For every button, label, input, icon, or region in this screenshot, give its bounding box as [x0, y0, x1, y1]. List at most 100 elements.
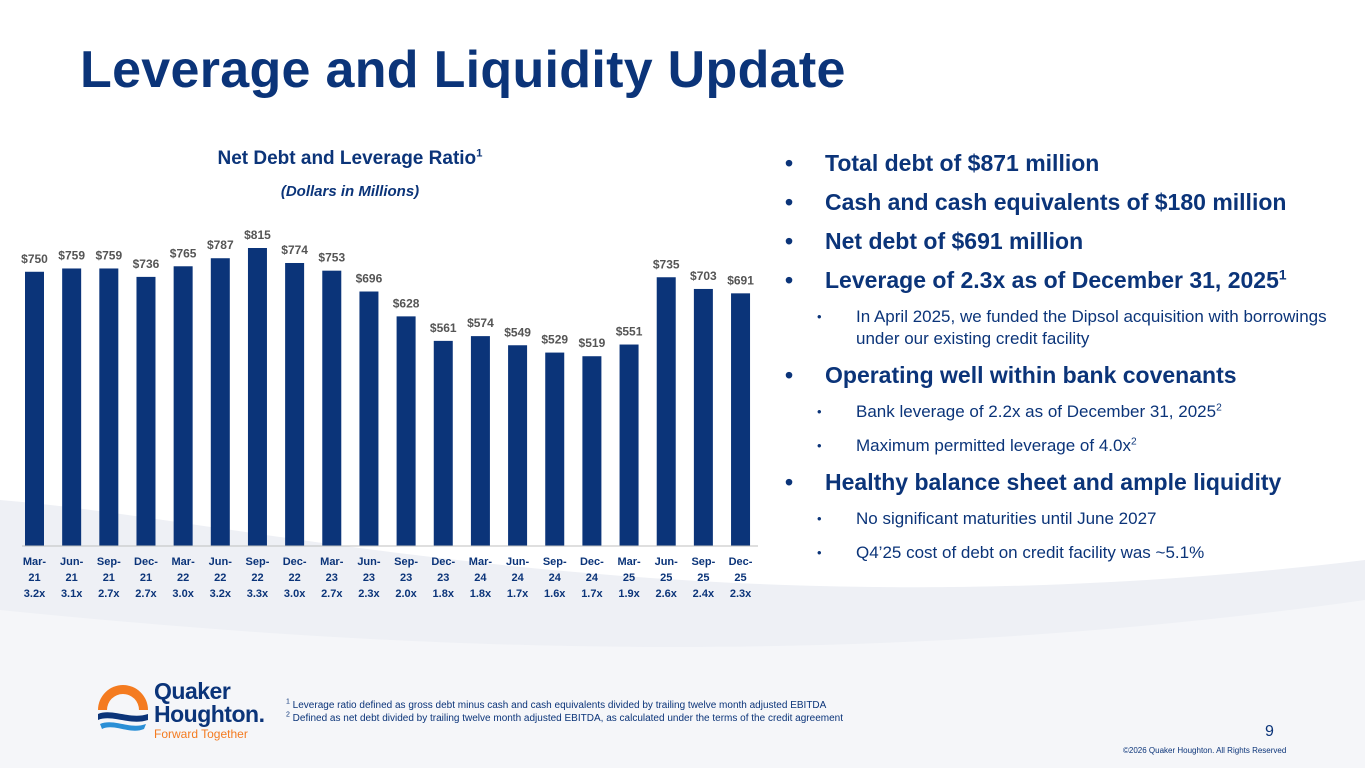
x-tick-label: Dec-	[431, 556, 455, 568]
x-tick-label: 24	[474, 572, 487, 584]
footnote-1: 1 Leverage ratio defined as gross debt m…	[286, 698, 827, 711]
x-tick-label: 24	[586, 572, 599, 584]
x-tick-label: 25	[734, 572, 746, 584]
leverage-ratio-label: 3.0x	[284, 588, 306, 600]
bar	[619, 344, 639, 546]
bar	[136, 276, 156, 546]
x-tick-label: Dec-	[283, 556, 307, 568]
sub-bullet-item: Bank leverage of 2.2x as of December 31,…	[785, 401, 1360, 423]
net-debt-bar-chart: $750 Mar- 21 3.2x $759 Jun- 21 3.1x $759 Sep- 21 2.…	[21, 228, 758, 600]
bar-value-label: $703	[690, 269, 717, 283]
logo-wordmark-line2: Houghton.	[154, 701, 265, 727]
x-tick-label: Sep-	[246, 556, 270, 568]
leverage-ratio-label: 3.1x	[61, 588, 83, 600]
x-tick-label: Mar-	[469, 556, 493, 568]
page-number: 9	[1265, 723, 1274, 740]
bar	[656, 277, 676, 546]
chart-title-text: Net Debt and Leverage Ratio	[217, 148, 477, 169]
bar-value-label: $759	[95, 248, 122, 262]
logo-tagline: Forward Together	[154, 727, 248, 741]
x-tick-label: 21	[66, 572, 78, 584]
bar	[210, 258, 230, 546]
x-tick-label: 21	[140, 572, 152, 584]
bar-value-label: $815	[244, 228, 271, 242]
bar-value-label: $628	[393, 296, 420, 310]
x-tick-label: Dec-	[729, 556, 753, 568]
x-tick-label: 22	[214, 572, 226, 584]
bar	[25, 271, 44, 546]
bar-value-label: $736	[133, 257, 160, 271]
bar-value-label: $561	[430, 321, 457, 335]
bullet-item: Healthy balance sheet and ample liquidit…	[785, 469, 1360, 496]
leverage-ratio-label: 1.9x	[618, 588, 640, 600]
leverage-ratio-label: 2.7x	[135, 588, 157, 600]
footnote-2: 2 Defined as net debt divided by trailin…	[286, 711, 843, 724]
x-tick-label: Jun-	[357, 556, 381, 568]
sub-bullet-item: Maximum permitted leverage of 4.0x2	[785, 435, 1360, 457]
bullet-item: Leverage of 2.3x as of December 31, 2025…	[785, 267, 1360, 294]
leverage-ratio-label: 1.6x	[544, 588, 566, 600]
leverage-ratio-label: 1.7x	[507, 588, 529, 600]
leverage-ratio-label: 3.0x	[172, 588, 194, 600]
bar	[433, 340, 453, 546]
x-tick-label: Jun-	[60, 556, 84, 568]
bar-value-label: $696	[356, 272, 383, 286]
x-tick-label: 25	[623, 572, 635, 584]
x-tick-label: Sep-	[97, 556, 121, 568]
bar-value-label: $787	[207, 238, 234, 252]
bar	[99, 268, 119, 546]
bar	[693, 288, 713, 546]
bar-value-label: $551	[616, 325, 643, 339]
x-tick-label: 25	[697, 572, 709, 584]
x-tick-label: 22	[288, 572, 300, 584]
x-tick-label: Sep-	[394, 556, 418, 568]
x-tick-label: Dec-	[580, 556, 604, 568]
footnotes: 1 Leverage ratio defined as gross debt m…	[286, 699, 843, 725]
x-tick-label: Mar-	[320, 556, 344, 568]
bar	[545, 352, 565, 546]
sub-bullet-item: Q4’25 cost of debt on credit facility wa…	[785, 542, 1360, 564]
quaker-houghton-logo: Quaker Houghton. Forward Together	[92, 676, 272, 748]
leverage-ratio-label: 2.7x	[321, 588, 343, 600]
bar-value-label: $574	[467, 316, 494, 330]
leverage-ratio-label: 1.7x	[581, 588, 603, 600]
bar	[508, 345, 528, 546]
bar-value-label: $750	[21, 252, 48, 266]
x-tick-label: Mar-	[617, 556, 641, 568]
x-tick-label: Jun-	[655, 556, 679, 568]
bar	[396, 316, 416, 546]
bar	[247, 248, 267, 546]
x-tick-label: 24	[511, 572, 524, 584]
chart-subtitle: (Dollars in Millions)	[280, 183, 420, 200]
x-tick-label: 21	[28, 572, 40, 584]
x-tick-label: Mar-	[23, 556, 47, 568]
copyright-notice: ©2026 Quaker Houghton. All Rights Reserv…	[1123, 746, 1287, 755]
x-tick-label: 23	[437, 572, 449, 584]
logo-wordmark-line1: Quaker	[154, 678, 231, 704]
x-tick-label: 23	[326, 572, 338, 584]
leverage-ratio-label: 2.0x	[395, 588, 417, 600]
bar	[470, 336, 490, 546]
bar-value-label: $774	[281, 243, 308, 257]
leverage-ratio-label: 1.8x	[470, 588, 492, 600]
leverage-ratio-label: 2.3x	[730, 588, 752, 600]
x-tick-label: Sep-	[543, 556, 567, 568]
bar	[731, 293, 751, 546]
bar	[62, 268, 82, 546]
x-tick-label: 24	[549, 572, 562, 584]
bullet-item: Total debt of $871 million	[785, 150, 1360, 177]
x-tick-label: 25	[660, 572, 672, 584]
leverage-ratio-label: 3.2x	[24, 588, 46, 600]
x-tick-label: 23	[400, 572, 412, 584]
x-tick-label: 23	[363, 572, 375, 584]
x-tick-label: 22	[177, 572, 189, 584]
bar	[359, 291, 379, 546]
x-tick-label: Jun-	[209, 556, 233, 568]
leverage-ratio-label: 2.3x	[358, 588, 380, 600]
chart-title-footnote-ref: 1	[476, 147, 483, 160]
bar-value-label: $519	[579, 336, 606, 350]
bullet-item: Cash and cash equivalents of $180 millio…	[785, 189, 1360, 216]
x-tick-label: Dec-	[134, 556, 158, 568]
page-title: Leverage and Liquidity Update	[80, 41, 846, 99]
